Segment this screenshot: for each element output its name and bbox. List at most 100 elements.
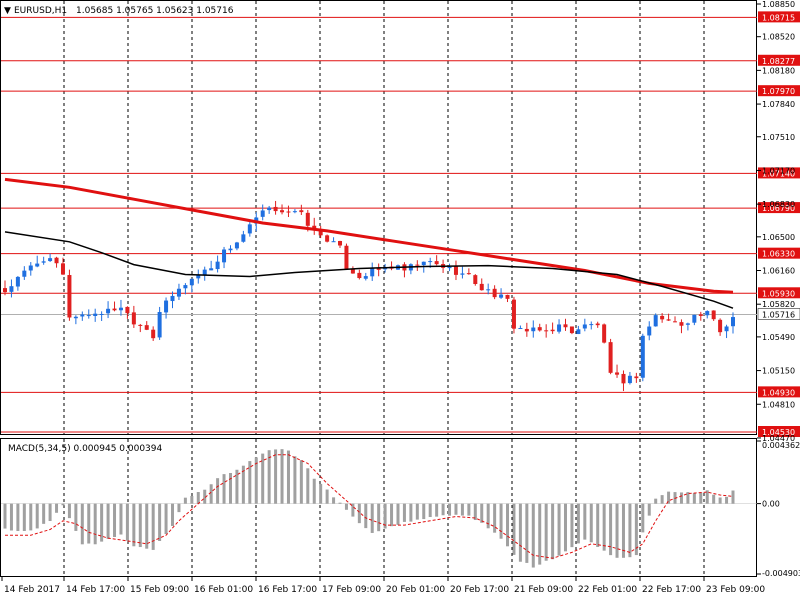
candle-body [325,235,330,242]
candle-body [318,229,323,236]
macd-histogram-bar [602,503,606,551]
macd-histogram-bar [293,456,297,504]
macd-histogram-bar [22,503,26,531]
macd-histogram-bar [183,497,187,504]
price-pane[interactable] [0,0,757,435]
y-tick-label: 1.05150 [762,367,795,376]
x-tick-label: 22 Feb 01:00 [578,585,637,595]
y-tick-label: 1.08180 [762,66,795,75]
macd-histogram-bar [634,503,638,556]
candle-body [267,207,272,211]
macd-histogram-bar [570,503,574,548]
x-tick-label: 15 Feb 09:00 [130,585,189,595]
candle-body [331,241,336,243]
macd-histogram-bar [435,503,439,517]
x-tick-label: 20 Feb 17:00 [450,585,509,595]
candle-body [222,249,227,263]
macd-histogram-bar [551,503,555,560]
level-price-label: 1.04930 [762,388,795,397]
candle-body [673,321,678,323]
candle-body [280,210,285,213]
candle-body [524,328,529,332]
macd-histogram-bar [370,503,374,533]
macd-histogram-bar [125,503,129,541]
moving-averages-layer [4,177,734,309]
candle-body [544,330,549,332]
macd-histogram-bar [190,495,194,504]
candle-body [9,286,14,292]
macd-histogram-bar [364,503,368,529]
y-tick-label: 1.07510 [762,133,795,142]
candle-body [724,326,729,332]
candle-body [550,329,555,332]
candle-body [602,324,607,343]
macd-histogram-bar [151,503,155,550]
macd-histogram-bar [80,503,84,545]
candle-body [511,299,516,329]
level-price-label: 1.04530 [762,428,795,437]
candle-body [299,210,304,213]
macd-histogram-bar [158,503,162,541]
macd-histogram-bar [667,491,671,504]
candle-body [376,267,381,270]
candle-body [54,257,59,264]
level-price-label: 1.08277 [762,57,795,66]
macd-histogram-bar [319,483,323,504]
candle-body [505,294,510,299]
candle-body [569,326,574,334]
candle-body [357,272,362,279]
macd-histogram-bar [138,503,142,548]
candle-body [125,306,130,314]
macd-histogram-bar [647,503,651,516]
y-tick-label: 1.07840 [762,100,795,109]
candle-body [563,324,568,328]
macd-histogram-bar [460,503,464,516]
macd-histogram-bar [203,489,207,504]
candle-body [499,294,504,298]
level-price-label: 1.06790 [762,204,795,213]
macd-y-tick-label: -0.004903 [762,569,800,578]
x-tick-label: 16 Feb 01:00 [194,585,253,595]
macd-histogram-bar [660,495,664,504]
macd-histogram-bar [48,503,52,522]
macd-histogram-bar [390,503,394,527]
candle-body [627,375,632,384]
macd-histogram-bar [596,503,600,547]
symbol-label: EURUSD,H1 [14,6,67,16]
y-tick-label: 1.05820 [762,300,795,309]
candle-body [138,324,143,326]
macd-histogram-bar [325,489,329,504]
macd-histogram-bar [216,478,220,504]
macd-histogram-bar [351,503,355,517]
candle-body [447,267,452,269]
candle-body [453,266,458,275]
candle-body [350,269,355,274]
macd-histogram-bar [235,469,239,504]
header-arrow-icon[interactable]: ▼ [4,6,11,16]
candle-body [15,276,20,287]
level-price-tag [758,167,800,179]
candle-body [157,312,162,338]
candle-body [67,275,72,318]
candle-body [144,325,149,330]
candle-body [595,323,600,326]
candle-body [93,313,98,316]
macd-histogram-bar [261,453,265,504]
candle-body [692,314,697,323]
macd-label: MACD(5,34,5) 0.000945 0.000394 [8,444,163,454]
candle-body [615,372,620,375]
macd-histogram-bar [222,474,226,504]
macd-histogram-bar [576,503,580,544]
macd-histogram-bar [467,503,471,516]
y-tick-label: 1.05490 [762,333,795,342]
macd-histogram-bar [16,503,20,531]
macd-histogram-bar [557,503,561,556]
macd-histogram-bar [441,503,445,516]
macd-histogram-bar [196,492,200,504]
y-tick-label: 1.07170 [762,166,795,175]
macd-histogram-bar [589,503,593,543]
candle-body [582,324,587,329]
level-price-label: 1.08715 [762,13,795,22]
